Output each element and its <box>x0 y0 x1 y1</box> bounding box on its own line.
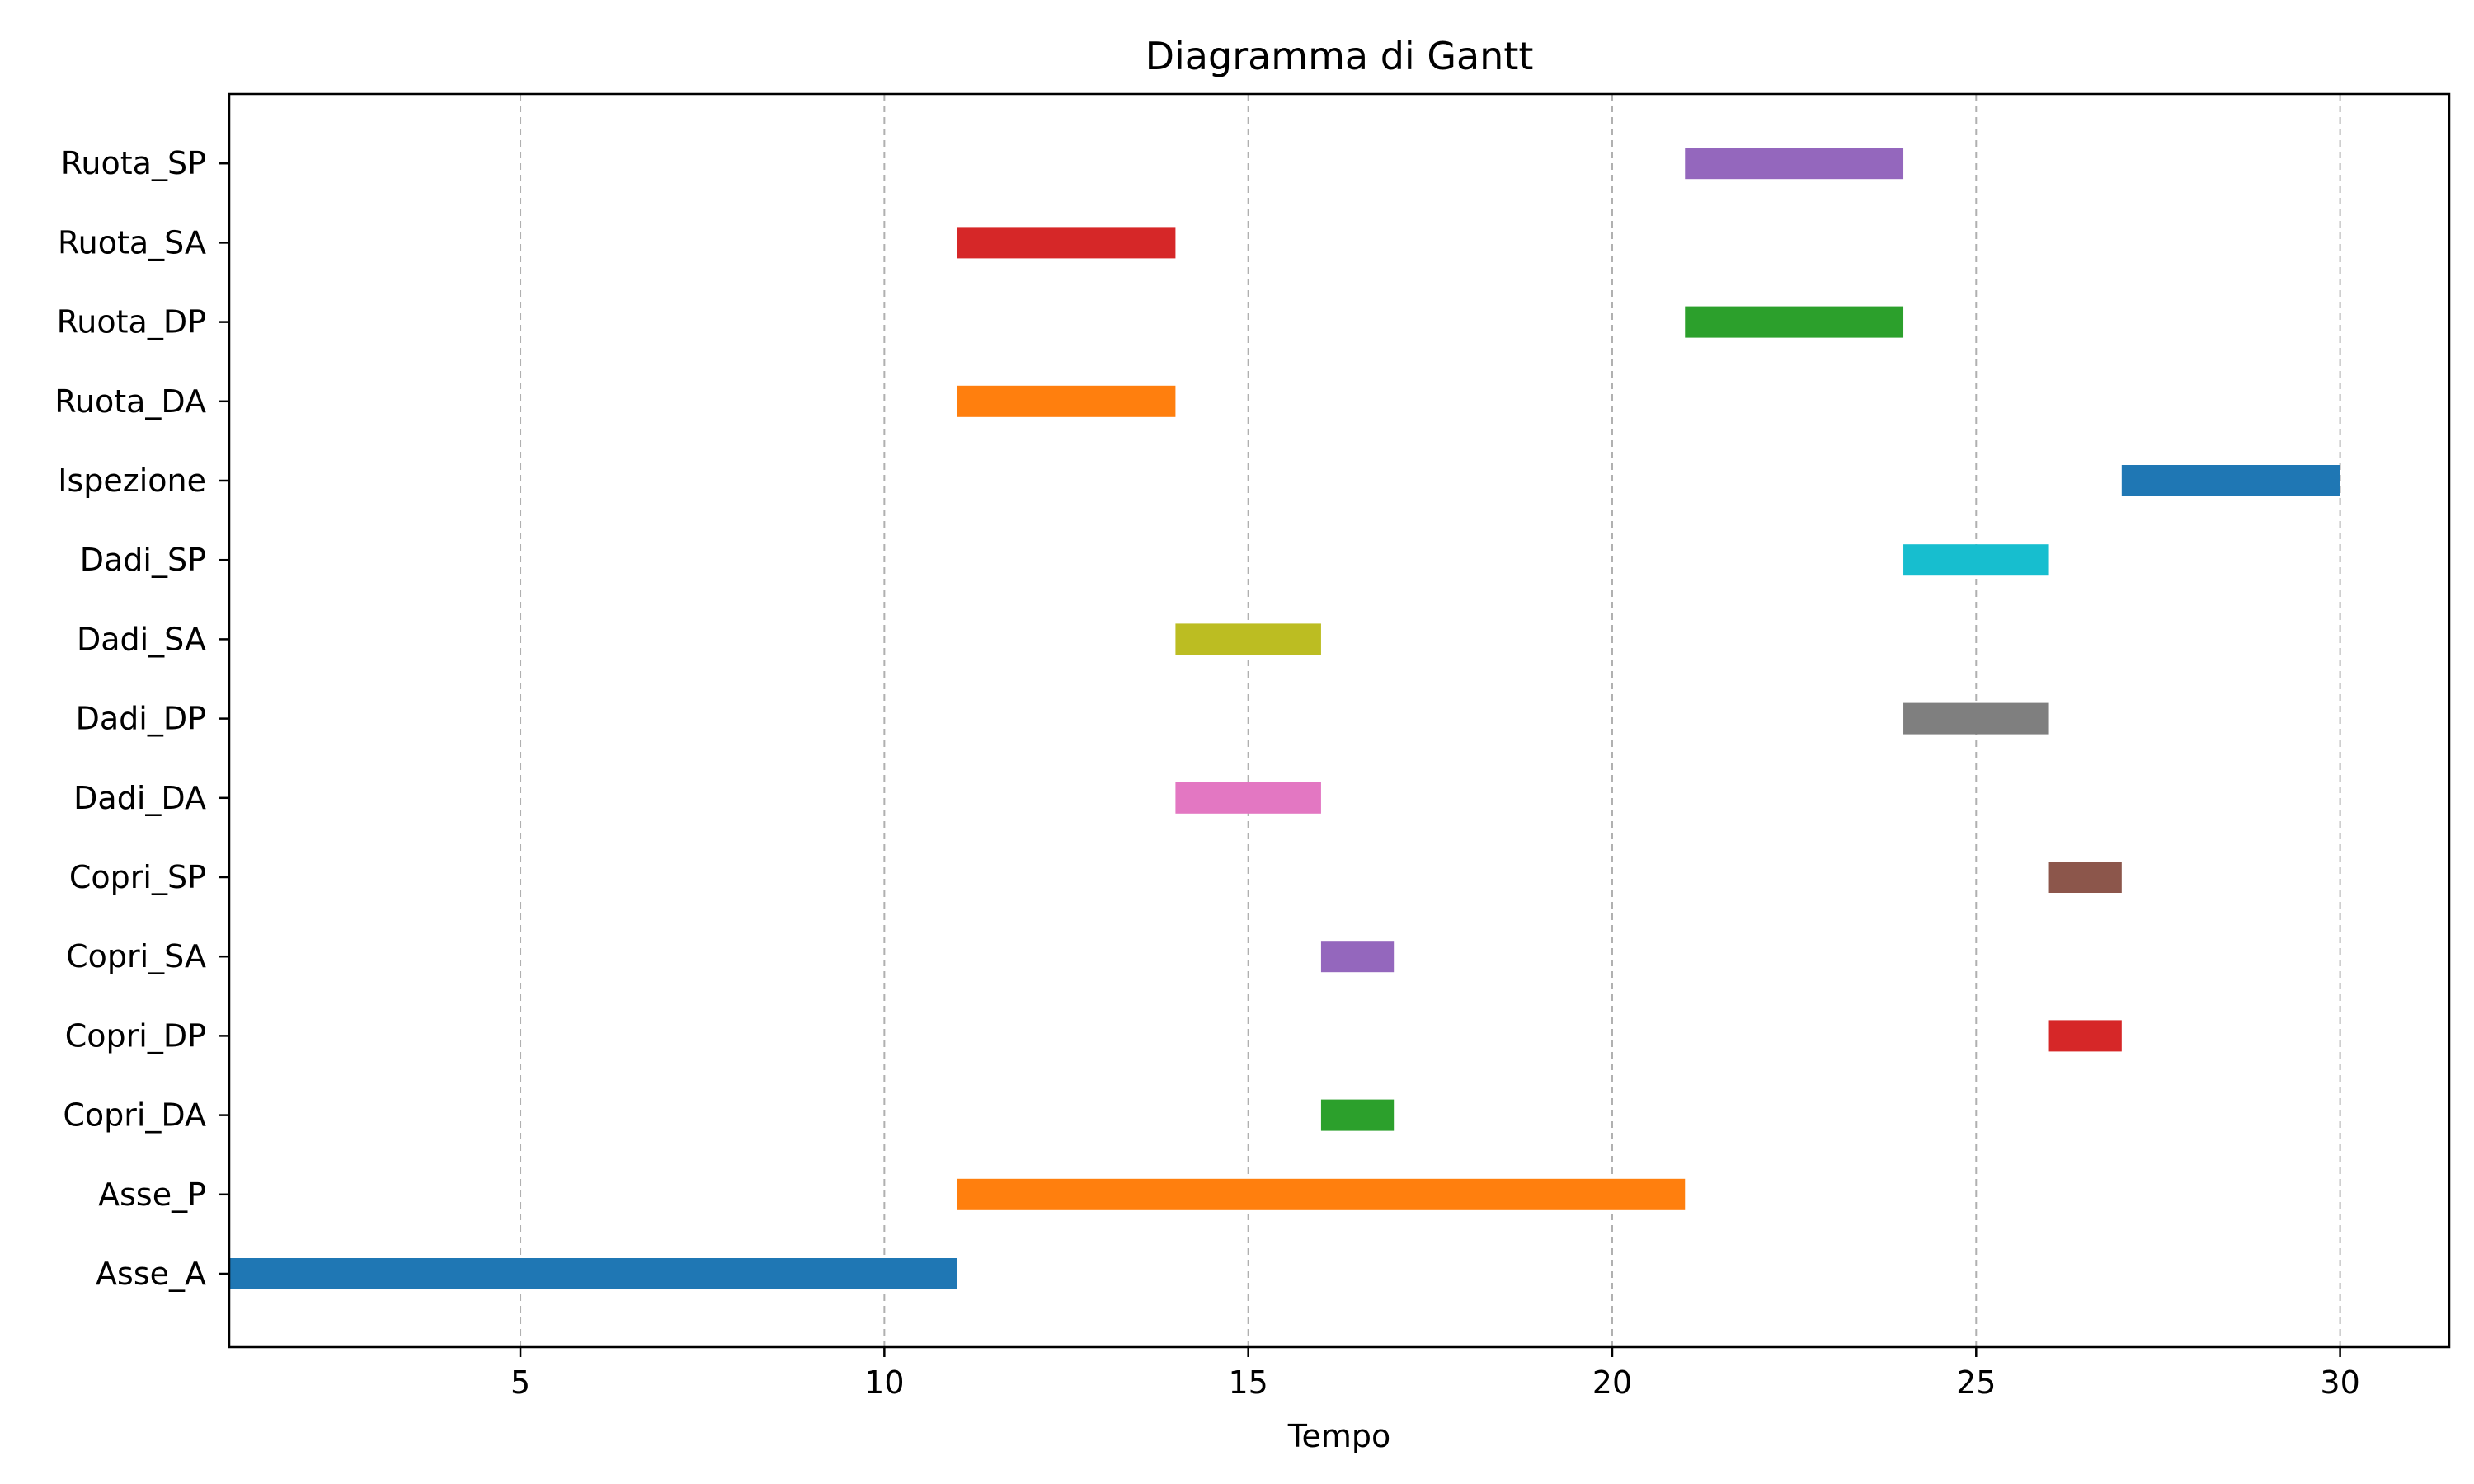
gantt-bar-ispezione <box>2121 465 2340 496</box>
y-tick-label: Ruota_SP <box>61 145 206 181</box>
y-tick-label: Asse_P <box>98 1176 206 1213</box>
gantt-bar-copri-sa <box>1320 941 1395 973</box>
gantt-bar-dadi-sa <box>1175 623 1321 655</box>
x-axis-label: Tempo <box>1287 1418 1391 1454</box>
gantt-bar-dadi-sp <box>1903 544 2049 576</box>
y-tick-label: Asse_A <box>96 1256 206 1292</box>
gantt-bar-asse-a <box>229 1258 957 1289</box>
y-tick-label: Dadi_DP <box>76 701 206 737</box>
x-tick-label: 5 <box>510 1364 530 1401</box>
plot-area-frame <box>228 92 2451 1349</box>
y-tick-label: Ruota_DP <box>57 304 206 340</box>
y-tick-label: Copri_DA <box>63 1097 206 1134</box>
grid-lines <box>520 94 2341 1347</box>
x-axis-ticks: 5 10 15 20 25 30 <box>510 1347 2360 1401</box>
y-tick-label: Dadi_SP <box>80 542 206 578</box>
gantt-bar-dadi-dp <box>1903 702 2049 735</box>
y-tick-label: Dadi_SA <box>77 621 206 657</box>
x-tick-label: 20 <box>1592 1364 1632 1401</box>
gantt-bar-ruota-sa <box>957 227 1176 259</box>
x-tick-label: 10 <box>864 1364 904 1401</box>
gantt-bar-ruota-da <box>957 385 1176 417</box>
gantt-bar-ruota-sp <box>1685 148 1904 180</box>
y-tick-label: Copri_DP <box>65 1017 206 1054</box>
gantt-bar-copri-dp <box>2048 1020 2122 1052</box>
y-tick-label: Ruota_DA <box>54 383 206 420</box>
x-tick-label: 25 <box>1956 1364 1996 1401</box>
y-tick-label: Copri_SP <box>69 859 206 895</box>
gantt-bar-asse-p <box>957 1178 1686 1210</box>
gantt-bar-copri-da <box>1320 1099 1395 1131</box>
y-tick-label: Dadi_DA <box>73 780 206 816</box>
y-axis-ticks: Asse_A Asse_P Copri_DA Copri_DP Copri_SA Copr… <box>54 145 229 1292</box>
chart-title: Diagramma di Gantt <box>1145 34 1534 78</box>
y-tick-label: Ruota_SA <box>58 224 206 261</box>
y-tick-label: Copri_SA <box>66 938 206 974</box>
gantt-bar-ruota-dp <box>1685 306 1904 338</box>
y-tick-label: Ispezione <box>58 463 206 499</box>
task-bars <box>229 148 2340 1289</box>
x-tick-label: 30 <box>2320 1364 2359 1401</box>
gantt-bar-copri-sp <box>2048 862 2122 893</box>
x-tick-label: 15 <box>1228 1364 1268 1401</box>
gantt-bar-dadi-da <box>1175 782 1321 814</box>
